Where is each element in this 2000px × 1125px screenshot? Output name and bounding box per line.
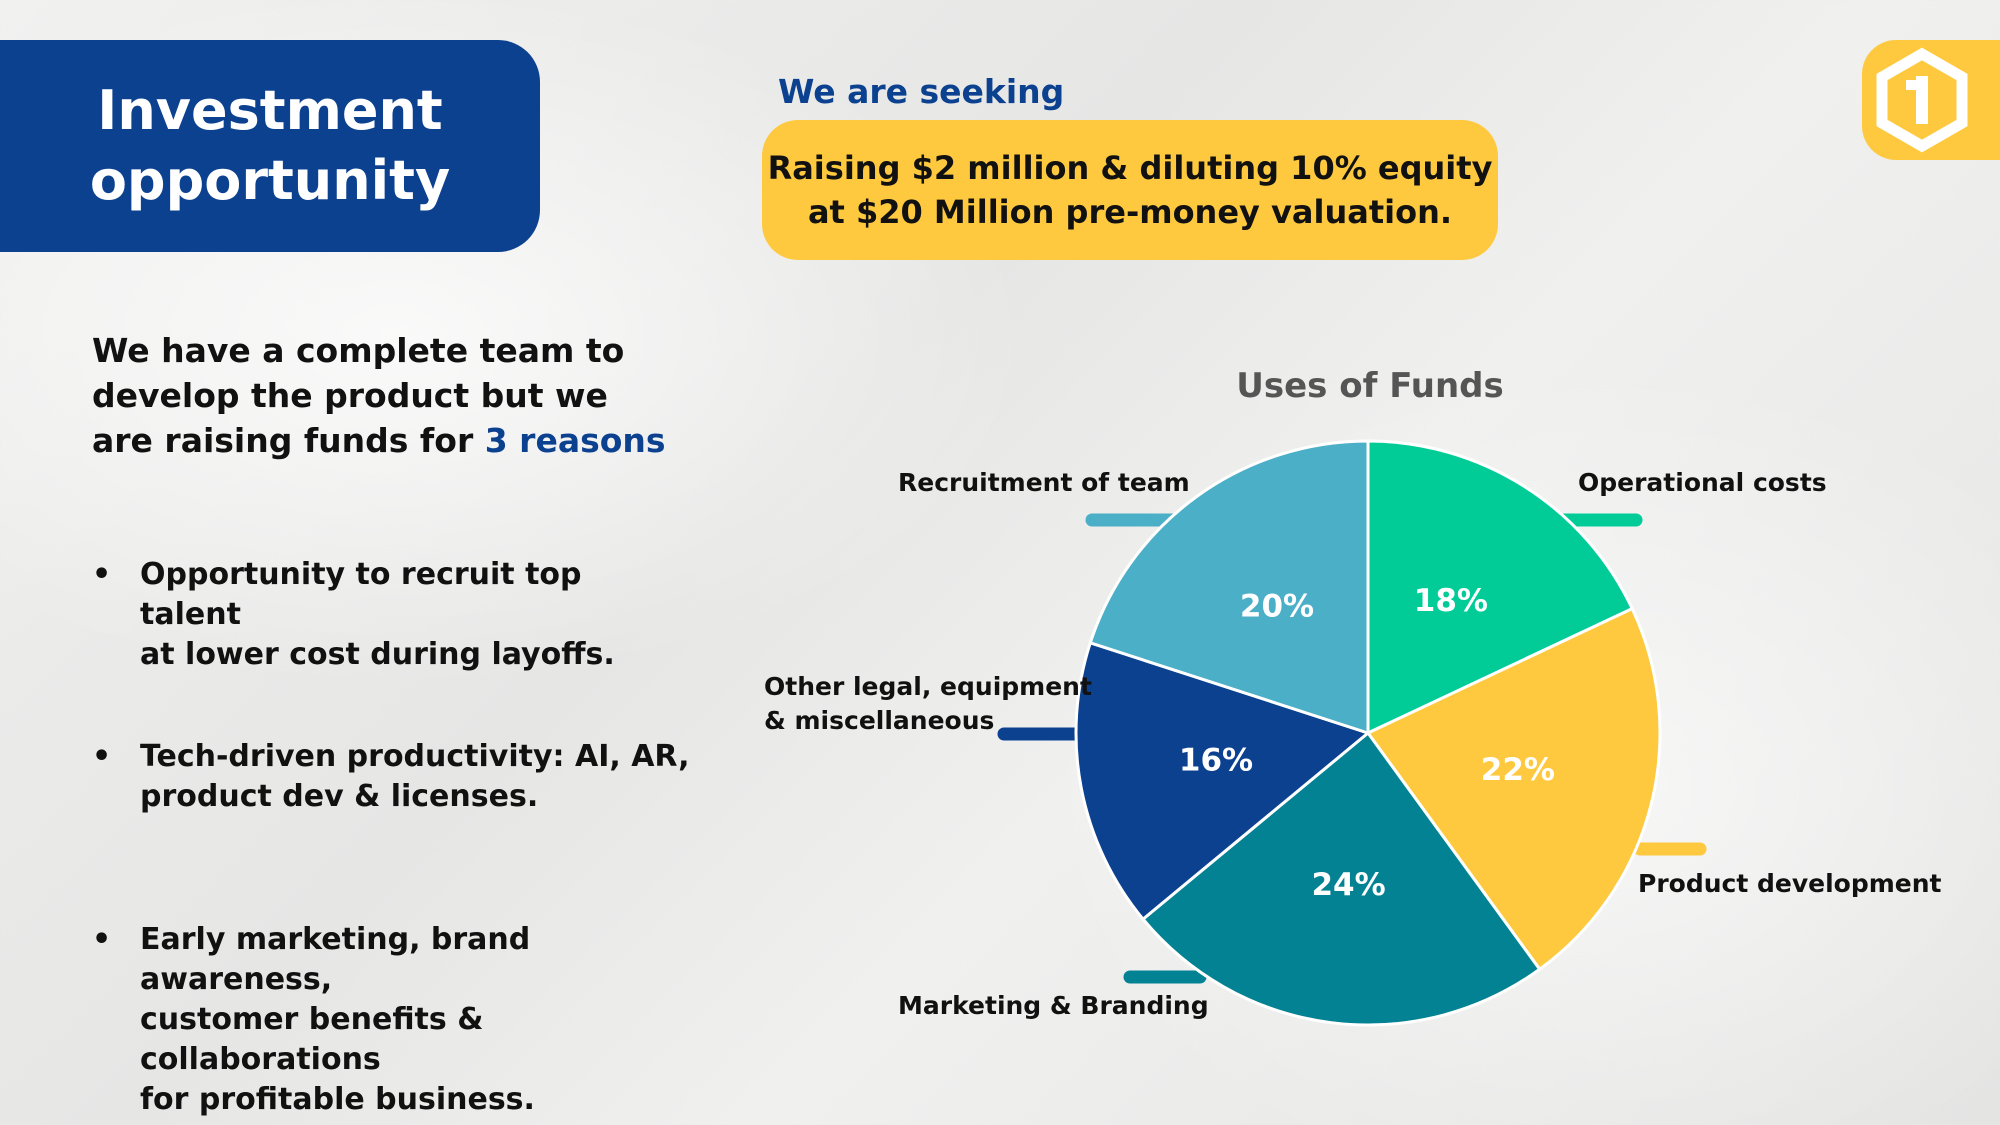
logo-badge <box>1862 40 2000 160</box>
slice-value-marketing-branding: 24% <box>1311 867 1385 903</box>
intro-body: We have a complete team to develop the p… <box>92 331 625 460</box>
slice-value-other-legal: 16% <box>1179 743 1253 779</box>
seeking-label: We are seeking <box>778 72 1065 111</box>
intro-highlight: 3 reasons <box>484 421 666 460</box>
list-item: • Early marketing, brand awareness, cust… <box>92 920 692 1120</box>
bullet-icon: • <box>92 739 112 774</box>
intro-text: We have a complete team to develop the p… <box>92 328 672 463</box>
chart-title: Uses of Funds <box>1236 366 1504 406</box>
bullet-icon: • <box>92 922 112 957</box>
list-item: • Opportunity to recruit top talent at l… <box>92 555 692 675</box>
pie-slice-other-legal <box>1074 640 1372 922</box>
slice-value-product-development: 22% <box>1481 752 1555 788</box>
pie-slice-recruitment <box>1088 439 1370 736</box>
category-label-recruitment: Recruitment of team <box>898 468 1190 497</box>
page-title: Investment opportunity <box>89 79 451 212</box>
raise-text: Raising $2 million & diluting 10% equity… <box>767 149 1493 231</box>
category-label-operational-costs: Operational costs <box>1578 468 1827 497</box>
category-label-marketing-branding: Marketing & Branding <box>898 991 1209 1020</box>
reason-text: Opportunity to recruit top talent at low… <box>140 557 615 672</box>
brand-logo-icon <box>1876 47 1968 153</box>
bullet-icon: • <box>92 557 112 592</box>
reason-text: Early marketing, brand awareness, custom… <box>140 922 535 1117</box>
pie-slice-product-development <box>1365 606 1662 972</box>
raise-banner: Raising $2 million & diluting 10% equity… <box>762 120 1498 260</box>
list-item: • Tech-driven productivity: AI, AR, prod… <box>92 737 692 817</box>
slice-value-recruitment: 20% <box>1240 588 1314 624</box>
reason-text: Tech-driven productivity: AI, AR, produc… <box>140 739 690 814</box>
title-banner: Investment opportunity <box>0 40 540 252</box>
pie-slice-marketing-branding <box>1140 730 1542 1027</box>
slice-value-operational-costs: 18% <box>1414 583 1488 619</box>
category-label-product-development: Product development <box>1638 869 1942 898</box>
category-label-other-legal: Other legal, equipment & miscellaneous <box>764 672 1092 735</box>
pie-slice-operational-costs <box>1366 439 1635 736</box>
